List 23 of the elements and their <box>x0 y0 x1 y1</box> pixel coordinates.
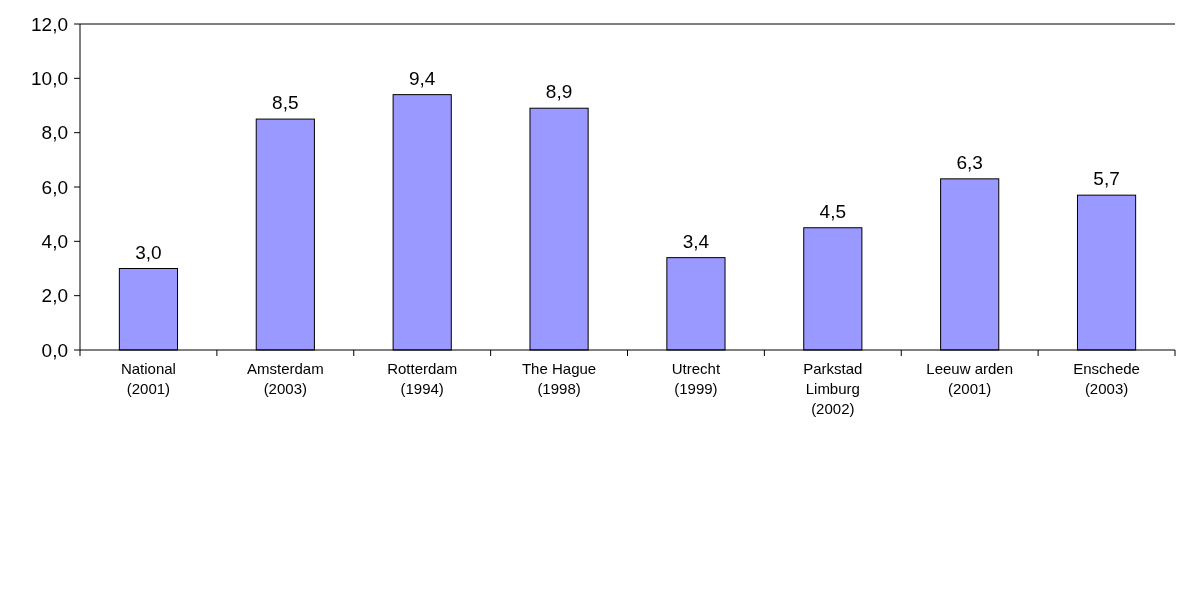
data-label: 4,5 <box>819 200 847 222</box>
x-tick-label: National (2001) <box>120 360 176 397</box>
data-label: 8,5 <box>272 92 299 114</box>
data-label: 5,7 <box>1093 168 1120 190</box>
data-label: 3,0 <box>135 241 162 263</box>
data-label: 3,4 <box>682 230 710 252</box>
x-tick-label: Leeuw arden (2001) <box>926 360 1014 397</box>
x-tick-label: Enschede (2003) <box>1073 360 1140 397</box>
x-tick-label: Parkstad Limburg (2002) <box>803 360 863 417</box>
y-tick-label: 12,0 <box>31 13 68 35</box>
y-tick-label: 10,0 <box>31 67 68 89</box>
y-tick-label: 8,0 <box>41 122 68 144</box>
data-label: 6,3 <box>956 151 983 173</box>
y-tick-label: 4,0 <box>41 230 68 252</box>
x-tick-label: Amsterdam (2003) <box>246 360 324 397</box>
x-tick-label: The Hague (1998) <box>521 360 597 397</box>
x-tick-label: Rotterdam (1994) <box>387 360 458 397</box>
x-tick-label: Utrecht (1999) <box>671 360 721 397</box>
y-tick-label: 0,0 <box>41 339 68 361</box>
data-label: 8,9 <box>545 81 573 103</box>
y-tick-label: 2,0 <box>41 285 68 307</box>
data-label: 9,4 <box>408 67 436 89</box>
y-tick-label: 6,0 <box>41 176 68 198</box>
